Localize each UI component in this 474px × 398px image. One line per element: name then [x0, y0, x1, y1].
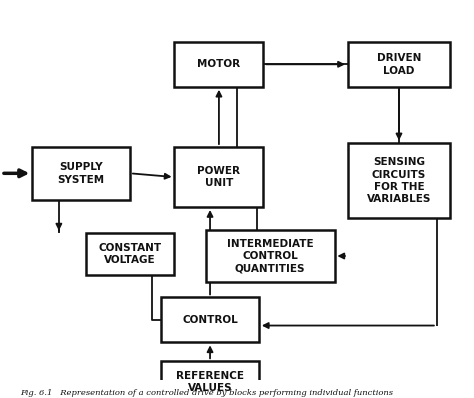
- FancyBboxPatch shape: [348, 143, 450, 219]
- Text: INTERMEDIATE
CONTROL
QUANTITIES: INTERMEDIATE CONTROL QUANTITIES: [227, 239, 313, 273]
- Text: POWER
UNIT: POWER UNIT: [198, 166, 240, 188]
- FancyBboxPatch shape: [161, 361, 259, 398]
- FancyBboxPatch shape: [161, 297, 259, 342]
- Text: SUPPLY
SYSTEM: SUPPLY SYSTEM: [57, 162, 105, 185]
- Text: REFERENCE
VALUES: REFERENCE VALUES: [176, 371, 244, 393]
- FancyBboxPatch shape: [85, 234, 174, 275]
- Text: CONSTANT
VOLTAGE: CONSTANT VOLTAGE: [99, 243, 162, 265]
- FancyBboxPatch shape: [206, 230, 335, 282]
- Text: Fig. 6.1   Representation of a controlled drive by blocks performing individual : Fig. 6.1 Representation of a controlled …: [20, 389, 393, 397]
- FancyBboxPatch shape: [174, 147, 264, 207]
- FancyBboxPatch shape: [32, 147, 130, 200]
- Text: MOTOR: MOTOR: [197, 59, 240, 69]
- FancyBboxPatch shape: [174, 42, 264, 87]
- FancyBboxPatch shape: [348, 42, 450, 87]
- Text: DRIVEN
LOAD: DRIVEN LOAD: [377, 53, 421, 76]
- Text: SENSING
CIRCUITS
FOR THE
VARIABLES: SENSING CIRCUITS FOR THE VARIABLES: [367, 157, 431, 205]
- Text: CONTROL: CONTROL: [182, 315, 238, 325]
